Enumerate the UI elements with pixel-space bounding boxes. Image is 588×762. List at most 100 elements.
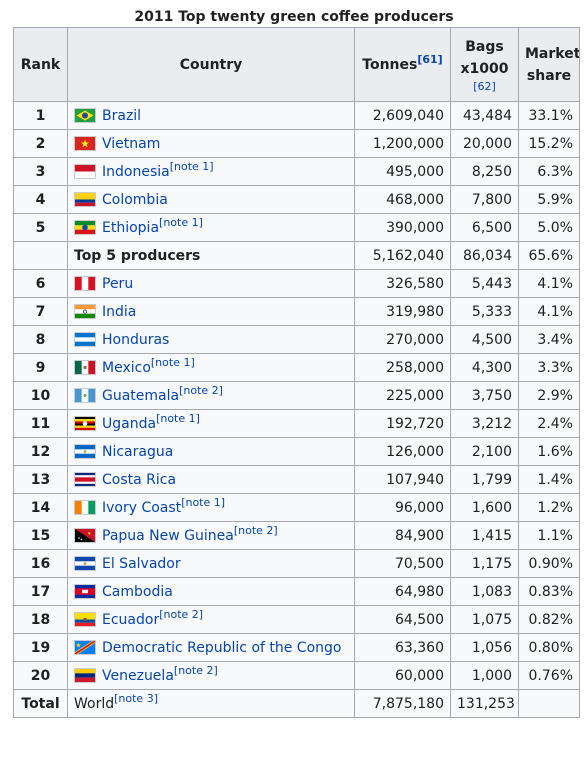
dr-congo-flag-icon[interactable] (74, 639, 96, 655)
guatemala-flag-icon[interactable] (74, 387, 96, 403)
note-ref-link[interactable]: [note 2] (159, 607, 204, 621)
total-label: Total (13, 689, 68, 718)
venezuela-flag-icon[interactable] (74, 667, 96, 683)
cambodia-flag-icon[interactable] (74, 583, 96, 599)
country-cell: Ecuador[note 2] (67, 605, 355, 634)
tonnes-ref-link[interactable]: [61] (417, 52, 443, 66)
table-row: 7 India 319,980 5,333 4.1% (13, 297, 580, 326)
country-link[interactable]: Vietnam (102, 135, 161, 152)
country-link[interactable]: Ivory Coast (102, 499, 182, 516)
market-share-cell (518, 689, 580, 718)
indonesia-flag-icon[interactable] (74, 163, 96, 179)
country-cell: Indonesia[note 1] (67, 157, 355, 186)
mexico-flag-icon[interactable] (74, 359, 96, 375)
market-share-cell: 0.90% (518, 549, 580, 578)
tonnes-cell: 64,500 (354, 605, 451, 634)
colombia-flag-icon[interactable] (74, 191, 96, 207)
rank-cell: 4 (13, 185, 68, 214)
bags-cell: 7,800 (450, 185, 519, 214)
country-link[interactable]: Ecuador (102, 611, 160, 628)
note-ref-link[interactable]: [note 2] (173, 663, 218, 677)
country-header[interactable]: Country (67, 27, 355, 102)
note-ref-link[interactable]: [note 1] (169, 159, 214, 173)
country-link[interactable]: Papua New Guinea (102, 527, 234, 544)
country-link[interactable]: Costa Rica (102, 471, 177, 488)
total-row: Total World[note 3] 7,875,180 131,253 (13, 689, 580, 718)
market-share-cell: 0.80% (518, 633, 580, 662)
el-salvador-flag-icon[interactable] (74, 555, 96, 571)
market-share-cell: 0.76% (518, 661, 580, 690)
bags-header[interactable]: Bags x1000 [62] (450, 27, 519, 102)
tonnes-cell: 258,000 (354, 353, 451, 382)
tonnes-cell: 60,000 (354, 661, 451, 690)
brazil-flag-icon[interactable] (74, 107, 96, 123)
ethiopia-flag-icon[interactable] (74, 219, 96, 235)
tonnes-cell: 5,162,040 (354, 241, 451, 270)
country-link[interactable]: Peru (102, 275, 134, 292)
bags-cell: 4,300 (450, 353, 519, 382)
country-link[interactable]: Venezuela (102, 667, 174, 684)
market-share-cell: 2.4% (518, 409, 580, 438)
bags-cell: 1,415 (450, 521, 519, 550)
country-link[interactable]: Brazil (102, 107, 142, 124)
country-link[interactable]: Uganda (102, 415, 157, 432)
bags-cell: 1,056 (450, 633, 519, 662)
table-row: 1 Brazil 2,609,040 43,484 33.1% (13, 101, 580, 130)
table-row: 5 Ethiopia[note 1] 390,000 6,500 5.0% (13, 213, 580, 242)
country-link[interactable]: Honduras (102, 331, 170, 348)
nicaragua-flag-icon[interactable] (74, 443, 96, 459)
peru-flag-icon[interactable] (74, 275, 96, 291)
honduras-flag-icon[interactable] (74, 331, 96, 347)
world-label: World (74, 695, 115, 712)
tonnes-header[interactable]: Tonnes[61] (354, 27, 451, 102)
note-ref-link[interactable]: [note 1] (150, 355, 195, 369)
rank-cell: 10 (13, 381, 68, 410)
country-link[interactable]: Ethiopia (102, 219, 160, 236)
tonnes-cell: 70,500 (354, 549, 451, 578)
country-link[interactable]: Democratic Republic of the Congo (102, 639, 342, 656)
country-link[interactable]: Nicaragua (102, 443, 174, 460)
bags-ref-link[interactable]: [62] (473, 79, 496, 93)
table-row: 11 Uganda[note 1] 192,720 3,212 2.4% (13, 409, 580, 438)
country-link[interactable]: Mexico (102, 359, 151, 376)
rank-cell: 18 (13, 605, 68, 634)
ecuador-flag-icon[interactable] (74, 611, 96, 627)
note-ref-link[interactable]: [note 3] (114, 691, 158, 705)
country-link[interactable]: Colombia (102, 191, 168, 208)
table-row: 16 El Salvador 70,500 1,175 0.90% (13, 549, 580, 578)
market-share-cell: 2.9% (518, 381, 580, 410)
ivory-coast-flag-icon[interactable] (74, 499, 96, 515)
india-flag-icon[interactable] (74, 303, 96, 319)
country-link[interactable]: El Salvador (102, 555, 181, 572)
country-cell: Costa Rica (67, 465, 355, 494)
note-ref-link[interactable]: [note 1] (156, 411, 200, 425)
tonnes-cell: 225,000 (354, 381, 451, 410)
note-ref-link[interactable]: [note 2] (233, 523, 278, 537)
bags-cell: 6,500 (450, 213, 519, 242)
note-ref-link[interactable]: [note 2] (179, 383, 223, 397)
note-ref-link[interactable]: [note 1] (181, 495, 226, 509)
costa-rica-flag-icon[interactable] (74, 471, 96, 487)
papua-new-guinea-flag-icon[interactable] (74, 527, 96, 543)
tonnes-cell: 64,980 (354, 577, 451, 606)
country-cell: Democratic Republic of the Congo (67, 633, 355, 662)
uganda-flag-icon[interactable] (74, 415, 96, 431)
bags-cell: 131,253 (450, 689, 519, 718)
country-link[interactable]: Cambodia (102, 583, 173, 600)
market-share-cell: 3.4% (518, 325, 580, 354)
table-row: 9 Mexico[note 1] 258,000 4,300 3.3% (13, 353, 580, 382)
tonnes-cell: 192,720 (354, 409, 451, 438)
country-cell: Uganda[note 1] (67, 409, 355, 438)
market-share-cell: 1.1% (518, 521, 580, 550)
country-link[interactable]: Indonesia (102, 163, 170, 180)
country-link[interactable]: Guatemala (102, 387, 180, 404)
vietnam-flag-icon[interactable] (74, 135, 96, 151)
rank-header[interactable]: Rank (13, 27, 68, 102)
bags-cell: 3,212 (450, 409, 519, 438)
table-row: 10 Guatemala[note 2] 225,000 3,750 2.9% (13, 381, 580, 410)
note-ref-link[interactable]: [note 1] (159, 215, 203, 229)
country-link[interactable]: India (102, 303, 137, 320)
coffee-producers-table: Rank Country Tonnes[61] Bags x1000 [62] … (13, 27, 580, 718)
bags-cell: 1,600 (450, 493, 519, 522)
market-share-header[interactable]: Market share (518, 27, 580, 102)
